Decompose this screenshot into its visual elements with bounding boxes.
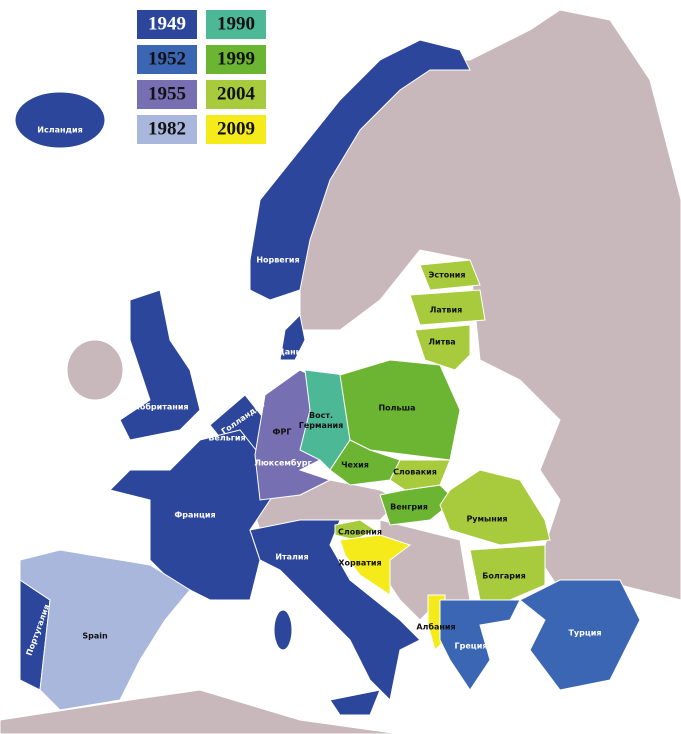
country — [409, 289, 486, 326]
country-label: Литва — [428, 338, 455, 347]
country-label: ФРГ — [273, 428, 292, 437]
country-label: Бельгия — [208, 434, 245, 443]
country-label: Латвия — [430, 306, 462, 315]
legend-label: 1952 — [148, 48, 186, 69]
country-label: Эстония — [428, 271, 465, 280]
country — [334, 519, 376, 541]
country — [519, 579, 641, 691]
legend: 1949 1952 1955 1982 1990 1999 2004 2009 — [137, 10, 266, 144]
country-label: Румыния — [466, 515, 507, 524]
legend-swatch — [137, 80, 197, 109]
country-labels: Исландия Норвегия Дания Великобритания Г… — [25, 126, 602, 657]
country-label: Люксембург — [254, 458, 311, 468]
legend-label: 1955 — [148, 83, 186, 104]
country-label: Норвегия — [256, 256, 299, 265]
legend-swatch — [137, 45, 197, 74]
country-label: Польша — [378, 404, 415, 413]
legend-label: 2004 — [217, 83, 256, 104]
country-label: Дания — [278, 348, 307, 357]
legend-label: 1990 — [217, 13, 255, 34]
country — [389, 459, 451, 491]
legend-swatch — [206, 80, 266, 109]
country — [339, 534, 412, 596]
country-label: Исландия — [37, 126, 82, 135]
country-label: Вост. Германия — [299, 411, 343, 430]
legend-swatch — [206, 115, 266, 144]
country-label: Турция — [568, 629, 601, 638]
country-label: Греция — [455, 642, 488, 651]
country-label: Италия — [275, 553, 308, 562]
country — [439, 599, 521, 691]
country — [249, 39, 471, 301]
country-label: Словения — [338, 528, 382, 537]
legend-label: 1982 — [148, 118, 186, 139]
country-label: Хорватия — [338, 559, 381, 568]
country — [14, 91, 106, 149]
country-label: Венгрия — [390, 503, 428, 512]
country — [419, 259, 481, 291]
legend-label: 1999 — [217, 48, 255, 69]
country — [439, 469, 551, 546]
country-label: Болгария — [482, 572, 526, 581]
legend-swatch — [137, 10, 197, 39]
legend-swatch — [206, 45, 266, 74]
countries — [14, 39, 641, 716]
country-label: Великобритания — [111, 402, 188, 412]
country — [119, 289, 201, 441]
country — [19, 549, 191, 711]
country — [329, 689, 381, 716]
country — [273, 609, 293, 651]
legend-swatch — [206, 10, 266, 39]
legend-label: 2009 — [217, 118, 255, 139]
country-label: Албания — [416, 622, 455, 632]
country-label: Словакия — [393, 468, 437, 477]
country — [469, 544, 546, 601]
legend-swatch — [137, 115, 197, 144]
country-label: Spain — [82, 632, 108, 641]
country-label: Чехия — [341, 461, 369, 470]
legend-label: 1949 — [148, 13, 186, 34]
country — [414, 324, 471, 371]
country-label: Франция — [174, 511, 215, 520]
country — [279, 313, 306, 361]
